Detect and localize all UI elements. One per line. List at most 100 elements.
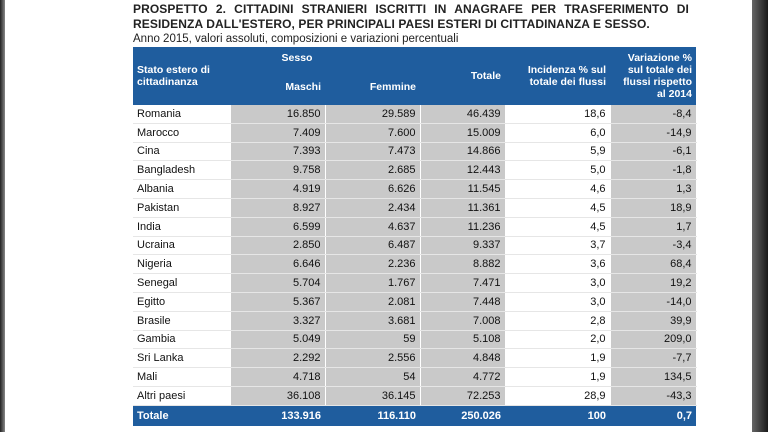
cell: 133.916 — [230, 405, 325, 426]
cell: 2.292 — [230, 348, 326, 369]
row-label: Sri Lanka — [133, 348, 231, 369]
table-row: Albania 4.919 6.626 11.545 4,6 1,3 — [133, 179, 697, 199]
table-row: Romania 16.850 29.589 46.439 18,6 -8,4 — [133, 105, 697, 124]
cell: 4,5 — [505, 198, 611, 218]
cell: 54 — [325, 367, 421, 387]
cell: 7.393 — [230, 142, 326, 162]
cell: 72.253 — [420, 386, 506, 406]
cell: -1,8 — [610, 160, 697, 181]
cell: 4,6 — [505, 179, 611, 199]
cell: 6,0 — [505, 123, 611, 143]
cell: -6,1 — [610, 142, 697, 162]
table-row: Nigeria 6.646 2.236 8.882 3,6 68,4 — [133, 254, 697, 275]
cell: 3,0 — [505, 292, 611, 312]
cell: 29.589 — [325, 105, 421, 124]
cell: 15.009 — [420, 123, 506, 143]
cell: 4.772 — [420, 367, 506, 387]
cell: 11.236 — [420, 217, 506, 237]
subtitle: Anno 2015, valori assoluti, composizioni… — [133, 33, 459, 45]
cell: 7.600 — [325, 123, 421, 143]
cell: 7.448 — [420, 292, 506, 312]
cell: 1,3 — [610, 179, 697, 199]
column-header: Stato estero di cittadinanza — [133, 47, 230, 105]
cell: 2.434 — [325, 198, 421, 218]
cell: 2,8 — [505, 311, 611, 331]
cell: 100 — [505, 405, 610, 426]
cell: -43,3 — [610, 386, 697, 406]
cell: 6.646 — [230, 254, 326, 275]
row-label: Senegal — [133, 273, 231, 293]
cell: 4.637 — [325, 217, 421, 237]
cell: 5.108 — [420, 330, 506, 350]
cell: 9.337 — [420, 236, 506, 256]
cell: 6.626 — [325, 179, 421, 199]
table-row: Sri Lanka 2.292 2.556 4.848 1,9 -7,7 — [133, 348, 697, 369]
cell: 19,2 — [610, 273, 697, 293]
table-row: India 6.599 4.637 11.236 4,5 1,7 — [133, 217, 697, 237]
table-row: Cina 7.393 7.473 14.866 5,9 -6,1 — [133, 142, 697, 162]
row-label: Ucraina — [133, 236, 231, 256]
row-label: India — [133, 217, 231, 237]
table-row: Bangladesh 9.758 2.685 12.443 5,0 -1,8 — [133, 160, 697, 181]
cell: 7.473 — [325, 142, 421, 162]
cell: 8.927 — [230, 198, 326, 218]
cell: -8,4 — [610, 105, 697, 124]
cell: 1.767 — [325, 273, 421, 293]
cell: 6.487 — [325, 236, 421, 256]
cell: 8.882 — [420, 254, 506, 275]
cell: 12.443 — [420, 160, 506, 181]
column-header: Sesso — [230, 47, 420, 69]
row-label: Cina — [133, 142, 231, 162]
total-row: Totale 133.916 116.110 250.026 100 0,7 — [133, 405, 696, 426]
column-header: Totale — [420, 47, 505, 105]
row-label: Marocco — [133, 123, 231, 143]
cell: 3,7 — [505, 236, 611, 256]
table-row: Ucraina 2.850 6.487 9.337 3,7 -3,4 — [133, 236, 697, 256]
cell: 5,0 — [505, 160, 611, 181]
cell: 1,7 — [610, 217, 697, 237]
screen-edge — [0, 0, 5, 432]
cell: 3,6 — [505, 254, 611, 275]
cell: 7.409 — [230, 123, 326, 143]
column-header: Variazione % sul totale dei flussi rispe… — [610, 47, 696, 105]
row-label: Altri paesi — [133, 386, 231, 406]
cell: 9.758 — [230, 160, 326, 181]
row-label: Bangladesh — [133, 160, 231, 181]
cell: 3.681 — [325, 311, 421, 331]
column-header: Incidenza % sul totale dei flussi — [505, 47, 610, 105]
cell: 14.866 — [420, 142, 506, 162]
cell: 11.545 — [420, 179, 506, 199]
cell: 18,9 — [610, 198, 697, 218]
cell: 250.026 — [420, 405, 505, 426]
table-row: Gambia 5.049 59 5.108 2,0 209,0 — [133, 330, 697, 350]
cell: 18,6 — [505, 105, 611, 124]
cell: 2.556 — [325, 348, 421, 369]
row-label: Gambia — [133, 330, 231, 350]
cell: 5.704 — [230, 273, 326, 293]
cell: 1,9 — [505, 348, 611, 369]
cell: 134,5 — [610, 367, 697, 387]
cell: 2.081 — [325, 292, 421, 312]
table-row: Marocco 7.409 7.600 15.009 6,0 -14,9 — [133, 123, 697, 143]
cell: -7,7 — [610, 348, 697, 369]
cell: 3.327 — [230, 311, 326, 331]
cell: 4.848 — [420, 348, 506, 369]
cell: 16.850 — [230, 105, 326, 124]
row-label: Nigeria — [133, 254, 231, 275]
cell: 6.599 — [230, 217, 326, 237]
table-body: Romania 16.850 29.589 46.439 18,6 -8,4 Marocco… — [133, 105, 697, 426]
row-label: Brasile — [133, 311, 231, 331]
row-label: Albania — [133, 179, 231, 199]
cell: -14,9 — [610, 123, 697, 143]
cell: 1,9 — [505, 367, 611, 387]
screen-edge — [752, 0, 768, 432]
table-row: Egitto 5.367 2.081 7.448 3,0 -14,0 — [133, 292, 697, 312]
cell: 4,5 — [505, 217, 611, 237]
cell: 2.236 — [325, 254, 421, 275]
table-row: Mali 4.718 54 4.772 1,9 134,5 — [133, 367, 697, 387]
cell: 39,9 — [610, 311, 697, 331]
table-row: Pakistan 8.927 2.434 11.361 4,5 18,9 — [133, 198, 697, 218]
cell: 4.919 — [230, 179, 326, 199]
cell: 2,0 — [505, 330, 611, 350]
